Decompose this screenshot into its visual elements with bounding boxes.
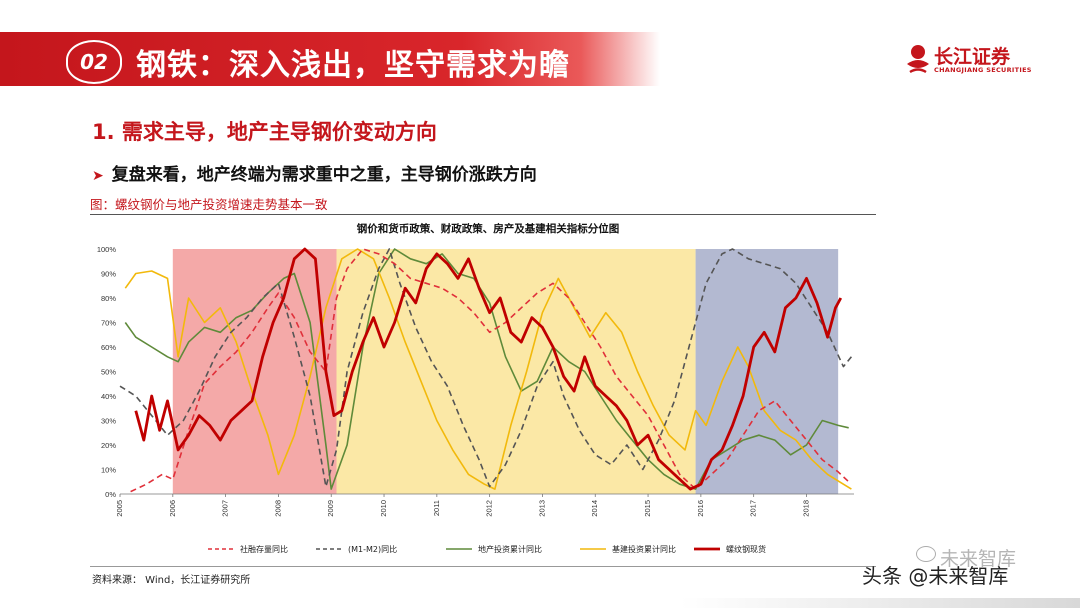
legend-label-0: 社融存量同比 — [240, 544, 288, 554]
y-tick-label: 80% — [101, 294, 116, 303]
logo-text-cn: 长江证券 — [934, 46, 1011, 68]
x-tick-label: 2015 — [643, 500, 652, 517]
x-tick-label: 2008 — [273, 500, 282, 517]
x-tick-label: 2016 — [696, 500, 705, 517]
caption-divider — [90, 214, 876, 215]
x-tick-label: 2017 — [749, 500, 758, 517]
x-tick-label: 2005 — [115, 500, 124, 517]
watermark-faint: 未来智库 — [940, 548, 1017, 570]
legend-label-4: 螺纹钢现货 — [726, 544, 766, 554]
series-line-0 — [130, 248, 850, 493]
y-tick-label: 70% — [101, 319, 116, 328]
axes: 0% 10% 20% 30% 40% 50% 60% 70% 80% 90% 100% 2005 200… — [97, 245, 854, 517]
x-tick-label: 2012 — [485, 500, 494, 517]
y-tick-label: 10% — [101, 466, 116, 475]
chart-title: 钢价和货币政策、财政政策、房产及基建相关指标分位图 — [357, 222, 620, 235]
x-tick-label: 2007 — [221, 500, 230, 517]
figure-caption: 图：螺纹钢价与地产投资增速走势基本一致 — [90, 197, 328, 212]
x-tick-label: 2011 — [432, 500, 441, 516]
x-tick-label: 2010 — [379, 500, 388, 517]
series-lines — [119, 247, 853, 493]
legend: 社融存量同比 (M1-M2)同比 地产投资累计同比 基建投资累计同比 螺纹钢现货 — [208, 544, 766, 554]
x-tick-label: 2006 — [168, 500, 177, 517]
x-tick-label: 2014 — [590, 500, 599, 517]
y-tick-label: 60% — [101, 343, 116, 352]
page-title: 钢铁：深入浅出，坚守需求为瞻 — [136, 48, 570, 83]
shaded-period-2 — [695, 249, 839, 494]
y-tick-label: 30% — [101, 417, 116, 426]
y-tick-label: 40% — [101, 392, 116, 401]
logo-icon — [907, 45, 929, 74]
section-heading: 1. 需求主导，地产主导钢价变动方向 — [92, 120, 437, 144]
watermark-logo-icon — [916, 546, 936, 562]
y-tick-label: 0% — [105, 490, 116, 499]
legend-label-1: (M1-M2)同比 — [348, 544, 397, 554]
y-tick-label: 100% — [97, 245, 117, 254]
percentile-line-chart: 钢价和货币政策、财政政策、房产及基建相关指标分位图 0% 10% 20% 30% 40%… — [97, 222, 854, 554]
legend-label-3: 基建投资累计同比 — [612, 544, 676, 554]
logo-text-en: CHANGJIANG SECURITIES — [934, 66, 1032, 74]
bullet-point: ➤ 复盘来看，地产终端为需求重中之重，主导钢价涨跌方向 — [92, 160, 537, 185]
source-note: 资料来源： Wind，长江证券研究所 — [92, 575, 251, 586]
y-tick-label: 20% — [101, 441, 116, 450]
source-divider — [90, 566, 876, 567]
footer-bar — [680, 598, 1080, 608]
series-line-4 — [134, 247, 843, 491]
x-tick-label: 2009 — [326, 500, 335, 517]
series-line-2 — [124, 248, 849, 490]
legend-label-2: 地产投资累计同比 — [478, 544, 542, 554]
y-tick-label: 90% — [101, 270, 116, 279]
y-tick-label: 50% — [101, 368, 116, 377]
section-number: 02 — [66, 40, 122, 84]
x-tick-label: 2013 — [537, 500, 546, 517]
shaded-period-0 — [172, 249, 337, 494]
company-logo: 长江证券 CHANGJIANG SECURITIES — [904, 40, 1044, 80]
bullet-text: 复盘来看，地产终端为需求重中之重，主导钢价涨跌方向 — [111, 165, 537, 185]
shaded-periods — [172, 249, 839, 494]
x-tick-label: 2018 — [801, 500, 810, 517]
watermark: 头条 @未来智库 — [862, 564, 1009, 588]
shaded-period-1 — [336, 249, 696, 494]
arrow-bullet-icon: ➤ — [92, 168, 104, 184]
series-line-1 — [119, 248, 853, 488]
